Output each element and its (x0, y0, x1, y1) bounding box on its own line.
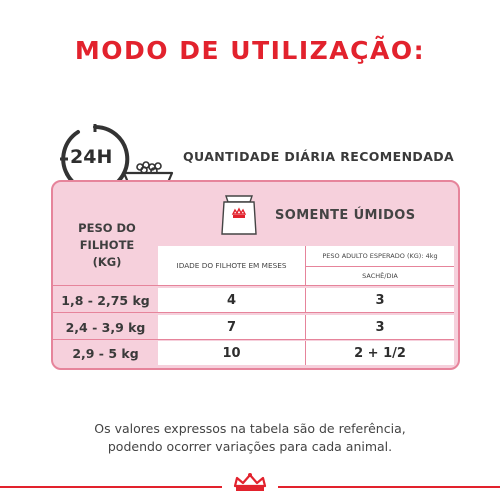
footer-line2: podendo ocorrer variações para cada anim… (107, 439, 393, 454)
row-age: 7 (158, 315, 306, 339)
row-sachets: 2 + 1/2 (306, 341, 454, 365)
row-sachets: 3 (306, 288, 454, 312)
clock-label: 24H (70, 146, 113, 168)
row-weight: 1,8 - 2,75 kg (61, 292, 150, 308)
row-weight: 2,9 - 5 kg (72, 345, 139, 361)
footer-line1: Os valores expressos na tabela são de re… (94, 421, 406, 436)
table-row: 1,8 - 2,75 kg 4 3 (53, 288, 454, 312)
row-sachets: 3 (306, 315, 454, 339)
weight-header-line2: FILHOTE (79, 238, 135, 252)
weight-header-line1: PESO DO (78, 221, 136, 235)
food-bag-icon (218, 190, 260, 236)
row-divider (53, 312, 454, 313)
recommended-daily-label: QUANTIDADE DIÁRIA RECOMENDADA (183, 149, 455, 164)
section-label: SOMENTE ÚMIDOS (275, 208, 416, 223)
adult-weight-header: PESO ADULTO ESPERADO (KG): 4kg (306, 246, 454, 267)
page-title: MODO DE UTILIZAÇÃO: (74, 36, 426, 65)
age-column-header: IDADE DO FILHOTE EM MESES (158, 246, 306, 285)
row-weight: 2,4 - 3,9 kg (65, 319, 146, 335)
footer-rule-left (0, 486, 222, 488)
table-row: 2,4 - 3,9 kg 7 3 (53, 315, 454, 339)
table-header-box (158, 246, 454, 285)
row-age: 10 (158, 341, 306, 365)
footer-rule-right (278, 486, 500, 488)
table-row: 2,9 - 5 kg 10 2 + 1/2 (53, 341, 454, 365)
footer-note: Os valores expressos na tabela são de re… (0, 420, 500, 456)
weight-header-line3: (KG) (92, 255, 122, 269)
crown-logo-icon (225, 472, 275, 496)
row-divider (53, 285, 454, 286)
row-divider (53, 339, 454, 340)
sachet-unit-header: SACHÊ/DIA (362, 272, 398, 280)
row-age: 4 (158, 288, 306, 312)
weight-column-header: PESO DO FILHOTE (KG) (58, 220, 156, 271)
